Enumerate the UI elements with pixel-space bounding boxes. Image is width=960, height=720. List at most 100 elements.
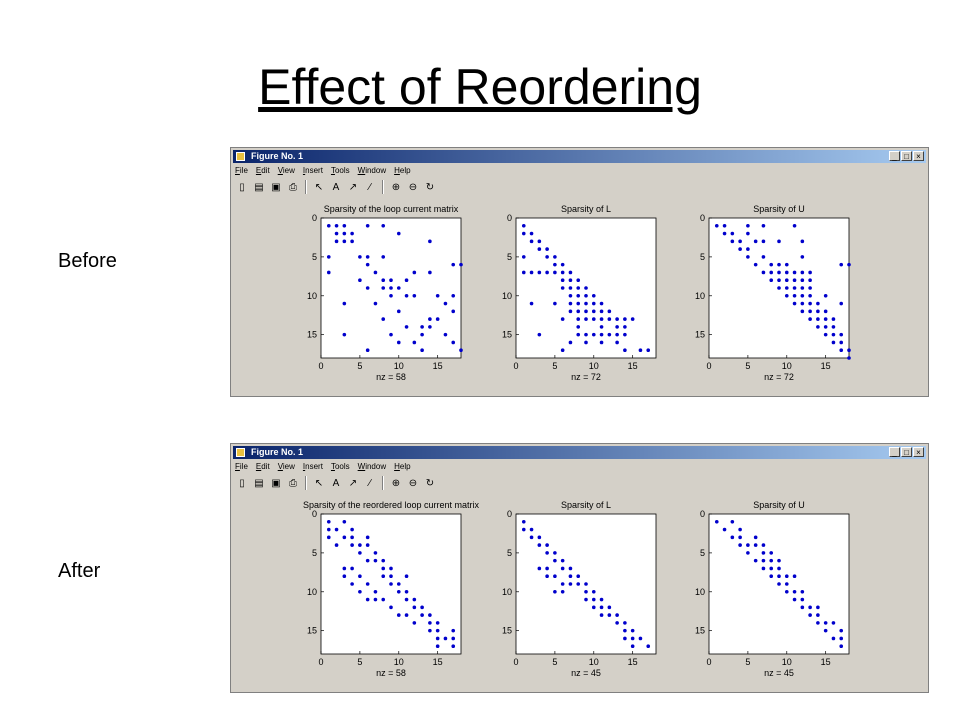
nonzero-point xyxy=(459,348,463,353)
nonzero-point xyxy=(451,309,456,314)
print-icon[interactable]: ⎙ xyxy=(289,477,297,489)
nonzero-point xyxy=(777,286,781,290)
nonzero-point xyxy=(568,340,573,345)
nonzero-point xyxy=(576,286,581,290)
nonzero-point xyxy=(839,644,844,649)
nonzero-point xyxy=(451,628,456,633)
minimize-icon[interactable]: _ xyxy=(889,151,900,161)
zoom-in-icon[interactable]: ⊕ xyxy=(391,181,401,193)
nonzero-point xyxy=(816,605,820,610)
menu-item-view[interactable]: View xyxy=(277,166,295,175)
maximize-icon[interactable]: □ xyxy=(901,447,912,457)
nonzero-point xyxy=(777,558,781,563)
zoom-out-icon[interactable]: ⊖ xyxy=(408,181,418,193)
nonzero-point xyxy=(568,566,573,571)
pointer-arrow-icon[interactable]: ↖ xyxy=(314,181,324,193)
nonzero-point xyxy=(342,519,347,524)
minimize-icon[interactable]: _ xyxy=(889,447,900,457)
nonzero-point xyxy=(373,301,378,306)
plot-title: Sparsity of U xyxy=(753,500,805,510)
nonzero-point xyxy=(342,566,347,571)
nonzero-point xyxy=(738,527,742,532)
nonzero-point xyxy=(326,223,331,228)
print-icon[interactable]: ⎙ xyxy=(289,181,297,193)
nonzero-point xyxy=(839,348,844,353)
new-file-icon[interactable]: ▯ xyxy=(239,477,245,489)
nonzero-point xyxy=(761,543,766,547)
menu-item-help[interactable]: Help xyxy=(394,462,411,471)
zoom-in-icon[interactable]: ⊕ xyxy=(391,477,401,489)
save-icon[interactable]: ▣ xyxy=(271,181,281,193)
menu-item-window[interactable]: Window xyxy=(357,462,387,471)
close-icon[interactable]: × xyxy=(913,151,924,161)
nonzero-point xyxy=(412,270,417,275)
maximize-icon[interactable]: □ xyxy=(901,151,912,161)
open-folder-icon[interactable]: ▤ xyxy=(254,181,264,193)
nonzero-point xyxy=(568,574,573,579)
y-tick-label: 10 xyxy=(502,587,512,597)
menu-item-file[interactable]: File xyxy=(235,462,248,471)
nonzero-point xyxy=(808,286,812,290)
draw-line-icon[interactable]: ∕ xyxy=(369,181,371,193)
close-icon[interactable]: × xyxy=(913,447,924,457)
nonzero-point xyxy=(326,527,331,532)
menu-item-insert[interactable]: Insert xyxy=(302,462,323,471)
menu-item-window[interactable]: Window xyxy=(357,166,387,175)
nonzero-point xyxy=(389,286,393,290)
nonzero-point xyxy=(800,301,805,306)
window-titlebar[interactable]: Figure No. 1 _ □ × xyxy=(233,446,926,459)
nonzero-point xyxy=(839,340,844,345)
menu-item-view[interactable]: View xyxy=(277,462,295,471)
window-titlebar[interactable]: Figure No. 1 _ □ × xyxy=(233,150,926,163)
text-a-icon[interactable]: A xyxy=(332,181,340,193)
nonzero-point xyxy=(365,543,370,547)
x-tick-label: 10 xyxy=(589,657,599,667)
nonzero-point xyxy=(537,543,542,547)
draw-line-icon[interactable]: ∕ xyxy=(369,477,371,489)
nonzero-point xyxy=(373,558,378,563)
nonzero-point xyxy=(358,543,362,547)
open-folder-icon[interactable]: ▤ xyxy=(254,477,264,489)
nonzero-point xyxy=(568,270,573,275)
nonzero-point xyxy=(714,519,719,524)
pointer-arrow-icon[interactable]: ↖ xyxy=(314,477,324,489)
nonzero-point xyxy=(615,317,619,321)
nonzero-point xyxy=(599,332,604,337)
plot-xlabel: nz = 72 xyxy=(764,372,794,382)
x-tick-label: 0 xyxy=(318,657,323,667)
zoom-out-icon[interactable]: ⊖ xyxy=(408,477,418,489)
nonzero-point xyxy=(746,543,750,547)
x-tick-label: 15 xyxy=(821,361,831,371)
nonzero-point xyxy=(792,270,797,275)
menu-item-edit[interactable]: Edit xyxy=(255,166,270,175)
nonzero-point xyxy=(545,574,549,579)
nonzero-point xyxy=(777,278,781,283)
nonzero-point xyxy=(839,332,844,337)
rotate-icon[interactable]: ↻ xyxy=(425,181,435,193)
rotate-icon[interactable]: ↻ xyxy=(425,477,435,489)
nonzero-point xyxy=(428,325,432,329)
text-a-icon[interactable]: A xyxy=(332,477,340,489)
nonzero-point xyxy=(420,332,424,337)
nonzero-point xyxy=(823,317,828,321)
plot-xlabel: nz = 45 xyxy=(571,668,601,678)
nonzero-point xyxy=(560,566,565,571)
nonzero-point xyxy=(529,301,534,306)
nonzero-point xyxy=(792,574,797,579)
nonzero-point xyxy=(428,317,432,321)
nonzero-point xyxy=(443,332,448,337)
draw-arrow-icon[interactable]: ↗ xyxy=(348,477,358,489)
nonzero-point xyxy=(529,527,534,532)
menu-item-edit[interactable]: Edit xyxy=(255,462,270,471)
menu-item-insert[interactable]: Insert xyxy=(302,166,323,175)
menu-item-tools[interactable]: Tools xyxy=(330,166,350,175)
nonzero-point xyxy=(584,309,588,314)
new-file-icon[interactable]: ▯ xyxy=(239,181,245,193)
menu-item-tools[interactable]: Tools xyxy=(330,462,350,471)
menu-item-help[interactable]: Help xyxy=(394,166,411,175)
nonzero-point xyxy=(753,558,758,563)
save-icon[interactable]: ▣ xyxy=(271,477,281,489)
menu-item-file[interactable]: File xyxy=(235,166,248,175)
draw-arrow-icon[interactable]: ↗ xyxy=(348,181,358,193)
x-tick-label: 0 xyxy=(706,361,711,371)
